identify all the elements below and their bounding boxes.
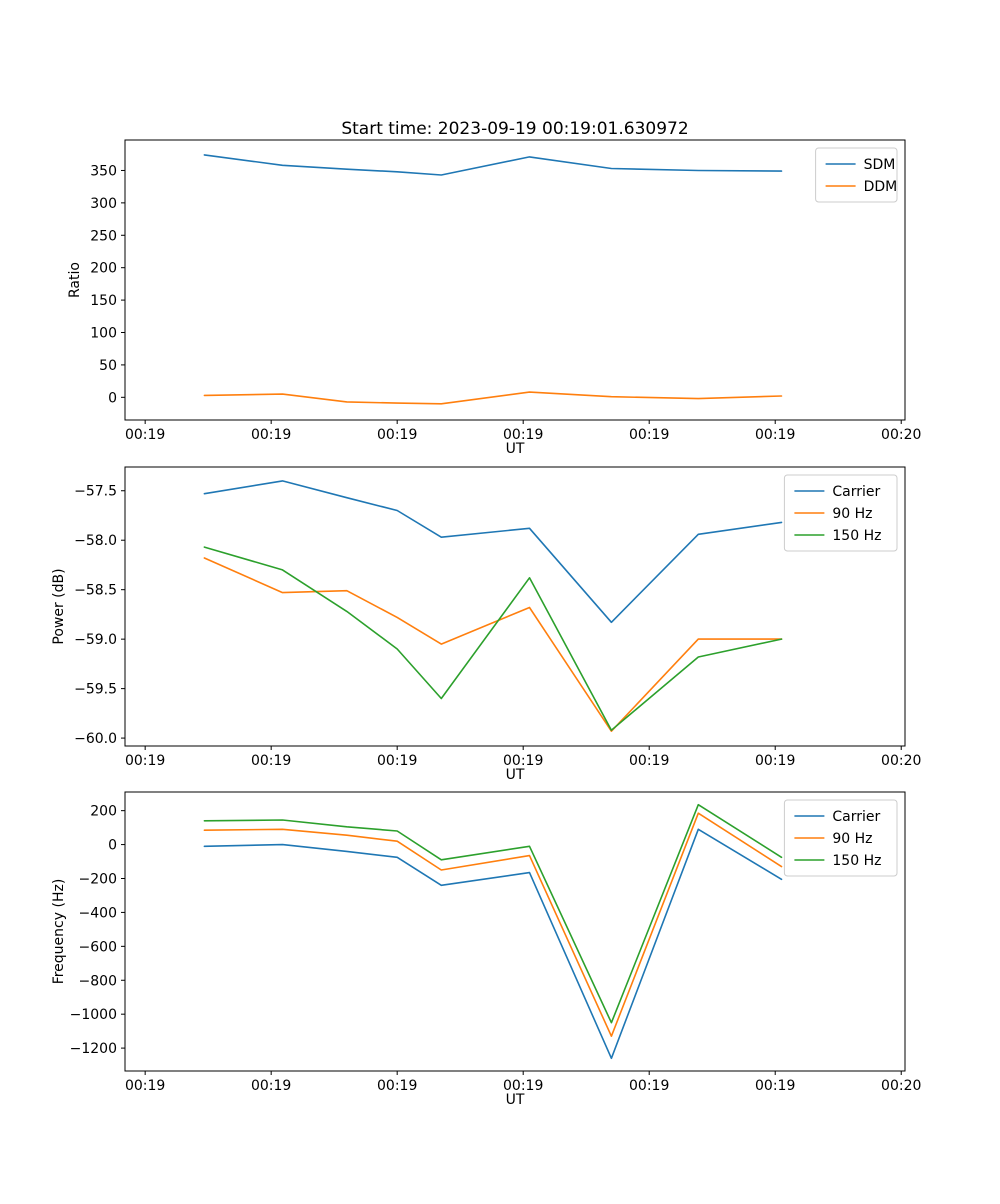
legend: Carrier 90 Hz 150 Hz xyxy=(783,799,898,877)
y-tick-label: −400 xyxy=(79,905,117,921)
legend: SDM DDM xyxy=(815,147,898,203)
chart-frequency-hz: 00:19 00:19 00:19 00:19 00:19 00:19 00:20 200 0 −… xyxy=(51,791,921,1108)
y-tick-label: −57.5 xyxy=(74,484,117,500)
x-tick-label: 00:19 xyxy=(125,1078,165,1094)
y-tick-label: 350 xyxy=(90,163,117,179)
y-tick-label: 150 xyxy=(90,293,117,309)
series-line-sdm xyxy=(203,154,783,176)
y-tick-label: −600 xyxy=(79,939,117,955)
series-line-carrier xyxy=(203,480,783,624)
figure-title: Start time: 2023-09-19 00:19:01.630972 xyxy=(341,119,689,139)
x-tick-label: 00:19 xyxy=(377,427,417,443)
y-tick-label: 0 xyxy=(108,838,117,854)
x-tick-label: 00:20 xyxy=(881,753,921,769)
x-tick-label: 00:20 xyxy=(881,1078,921,1094)
x-tick-label: 00:19 xyxy=(755,1078,795,1094)
x-tick-label: 00:19 xyxy=(629,753,669,769)
y-axis: 0 50 100 150 200 250 300 350 xyxy=(90,163,125,406)
legend-label: 150 Hz xyxy=(832,528,881,544)
x-axis: 00:19 00:19 00:19 00:19 00:19 00:19 00:20 xyxy=(125,746,921,769)
y-axis: −57.5 −58.0 −58.5 −59.0 −59.5 −60.0 xyxy=(74,484,125,747)
y-tick-label: 300 xyxy=(90,196,117,212)
y-tick-label: 0 xyxy=(108,390,117,406)
y-tick-label: −59.5 xyxy=(74,682,117,698)
x-tick-label: 00:19 xyxy=(503,753,543,769)
y-tick-label: 250 xyxy=(90,228,117,244)
legend-box xyxy=(783,474,898,552)
plot-border xyxy=(124,791,906,1072)
y-tick-label: −59.0 xyxy=(74,632,117,648)
series-line-carrier xyxy=(203,828,783,1060)
x-axis: 00:19 00:19 00:19 00:19 00:19 00:19 00:20 xyxy=(125,420,921,443)
plot-border xyxy=(124,139,906,421)
series-line-90-hz xyxy=(203,812,783,1037)
y-tick-label: 200 xyxy=(90,804,117,820)
x-axis-label: UT xyxy=(506,441,525,457)
y-tick-label: −58.0 xyxy=(74,533,117,549)
legend-box xyxy=(815,147,898,203)
y-axis-label: Power (dB) xyxy=(51,568,67,644)
x-tick-label: 00:19 xyxy=(377,1078,417,1094)
x-axis-label: UT xyxy=(506,767,525,783)
x-tick-label: 00:19 xyxy=(503,427,543,443)
x-axis-label: UT xyxy=(506,1092,525,1108)
legend-label: Carrier xyxy=(832,484,880,500)
y-tick-label: 100 xyxy=(90,326,117,342)
legend-label: DDM xyxy=(864,179,898,195)
y-tick-label: −1200 xyxy=(70,1041,117,1057)
x-tick-label: 00:19 xyxy=(251,427,291,443)
series-line-150-hz xyxy=(203,546,783,732)
y-tick-label: 200 xyxy=(90,261,117,277)
x-tick-label: 00:19 xyxy=(251,1078,291,1094)
y-axis: 200 0 −200 −400 −600 −800 −1000 −1200 xyxy=(70,804,125,1057)
series-line-150-hz xyxy=(203,803,783,1024)
y-tick-label: −60.0 xyxy=(74,731,117,747)
y-tick-label: −800 xyxy=(79,973,117,989)
legend: Carrier 90 Hz 150 Hz xyxy=(783,474,898,552)
legend-label: SDM xyxy=(864,157,896,173)
x-tick-label: 00:19 xyxy=(629,1078,669,1094)
x-tick-label: 00:19 xyxy=(125,753,165,769)
y-tick-label: −1000 xyxy=(70,1007,117,1023)
x-axis: 00:19 00:19 00:19 00:19 00:19 00:19 00:20 xyxy=(125,1071,921,1094)
x-tick-label: 00:19 xyxy=(125,427,165,443)
x-tick-label: 00:19 xyxy=(629,427,669,443)
y-tick-label: −200 xyxy=(79,871,117,887)
chart-power-db: 00:19 00:19 00:19 00:19 00:19 00:19 00:20 −57.5… xyxy=(51,466,921,783)
legend-label: 90 Hz xyxy=(832,506,872,522)
x-tick-label: 00:19 xyxy=(251,753,291,769)
y-tick-label: 50 xyxy=(99,358,117,374)
y-axis-label: Ratio xyxy=(67,262,83,298)
x-tick-label: 00:20 xyxy=(881,427,921,443)
series-line-90-hz xyxy=(203,557,783,733)
chart-ratio: 00:19 00:19 00:19 00:19 00:19 00:19 00:20 0 50 10… xyxy=(67,139,921,457)
legend-label: 150 Hz xyxy=(832,853,881,869)
x-tick-label: 00:19 xyxy=(755,753,795,769)
legend-label: 90 Hz xyxy=(832,831,872,847)
y-tick-label: −58.5 xyxy=(74,583,117,599)
x-tick-label: 00:19 xyxy=(377,753,417,769)
x-tick-label: 00:19 xyxy=(503,1078,543,1094)
series-line-ddm xyxy=(203,391,783,405)
x-tick-label: 00:19 xyxy=(755,427,795,443)
y-axis-label: Frequency (Hz) xyxy=(51,879,67,985)
legend-box xyxy=(783,799,898,877)
legend-label: Carrier xyxy=(832,809,880,825)
plot-border xyxy=(124,466,906,747)
